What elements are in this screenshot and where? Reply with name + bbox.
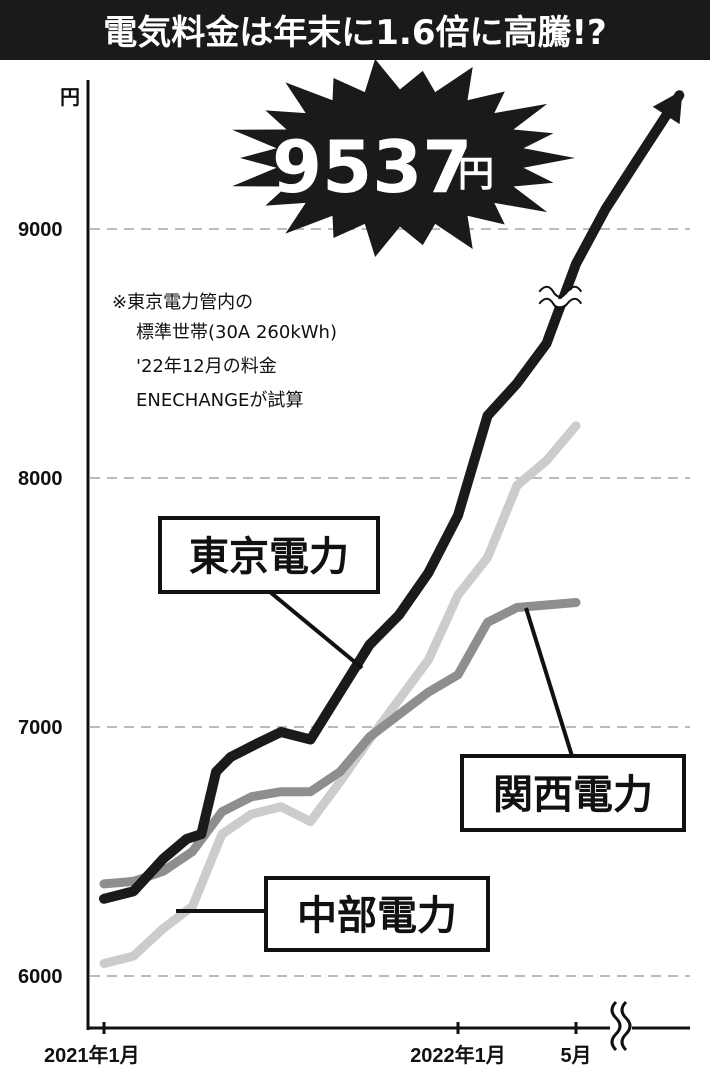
note-line-1: ※東京電力管内の [112,292,253,313]
axes [86,80,690,1052]
x-tick-label: 5月 [560,1045,591,1067]
note-line-4: ENECHANGEが試算 [136,390,303,411]
burst-shape [232,59,575,257]
highlight-unit: 円 [458,154,494,195]
callout-chubu-label: 中部電力 [297,893,457,939]
series-layer [99,90,685,968]
y-tick-label: 9000 [18,219,63,241]
y-axis-unit-label: 円 [60,87,80,109]
axis-break-mark [610,1000,632,1052]
series-line-kansai [99,598,581,889]
series-break-mark-edge [538,297,583,310]
series-arrowhead-tokyo [652,90,683,125]
y-tick-label: 7000 [18,717,63,739]
x-tick-label: 2021年1月 [44,1043,140,1067]
chart-title: 電気料金は年末に1.6倍に高騰!? [103,13,606,53]
series-break-mark-edge [538,285,583,298]
note-line-3: '22年12月の料金 [136,356,277,377]
leader-lines [176,590,574,913]
note-line-2: 標準世帯(30A 260kWh) [136,322,337,343]
callout-tokyo-box [158,516,380,594]
callout-kansai: 関西電力 [460,754,686,832]
title-bar [0,0,710,60]
callout-kansai-box [460,754,686,832]
leader-line-tokyo [268,590,364,670]
x-tick-labels: 2021年1月2022年1月5月12月 [44,1022,592,1067]
callout-chubu: 中部電力 [264,876,490,952]
callout-tokyo: 東京電力 [158,516,380,594]
y-tick-label: 8000 [18,468,63,490]
leader-line-kansai [524,607,574,757]
source-note: ※東京電力管内の 標準世帯(30A 260kWh) '22年12月の料金 ENE… [112,292,337,411]
highlight-value: 9537 [272,125,472,209]
callout-chubu-box [264,876,490,952]
x-tick-label: 2022年1月 [410,1043,506,1067]
series-line-chubu [99,421,581,968]
y-tick-labels: 6000 7000 8000 9000 [18,219,63,988]
burst-callout: 9537 円 [232,59,575,257]
y-tick-label: 6000 [18,966,63,988]
callout-kansai-label: 関西電力 [493,772,653,818]
series-break-mark [536,289,585,307]
callout-tokyo-label: 東京電力 [189,534,349,580]
